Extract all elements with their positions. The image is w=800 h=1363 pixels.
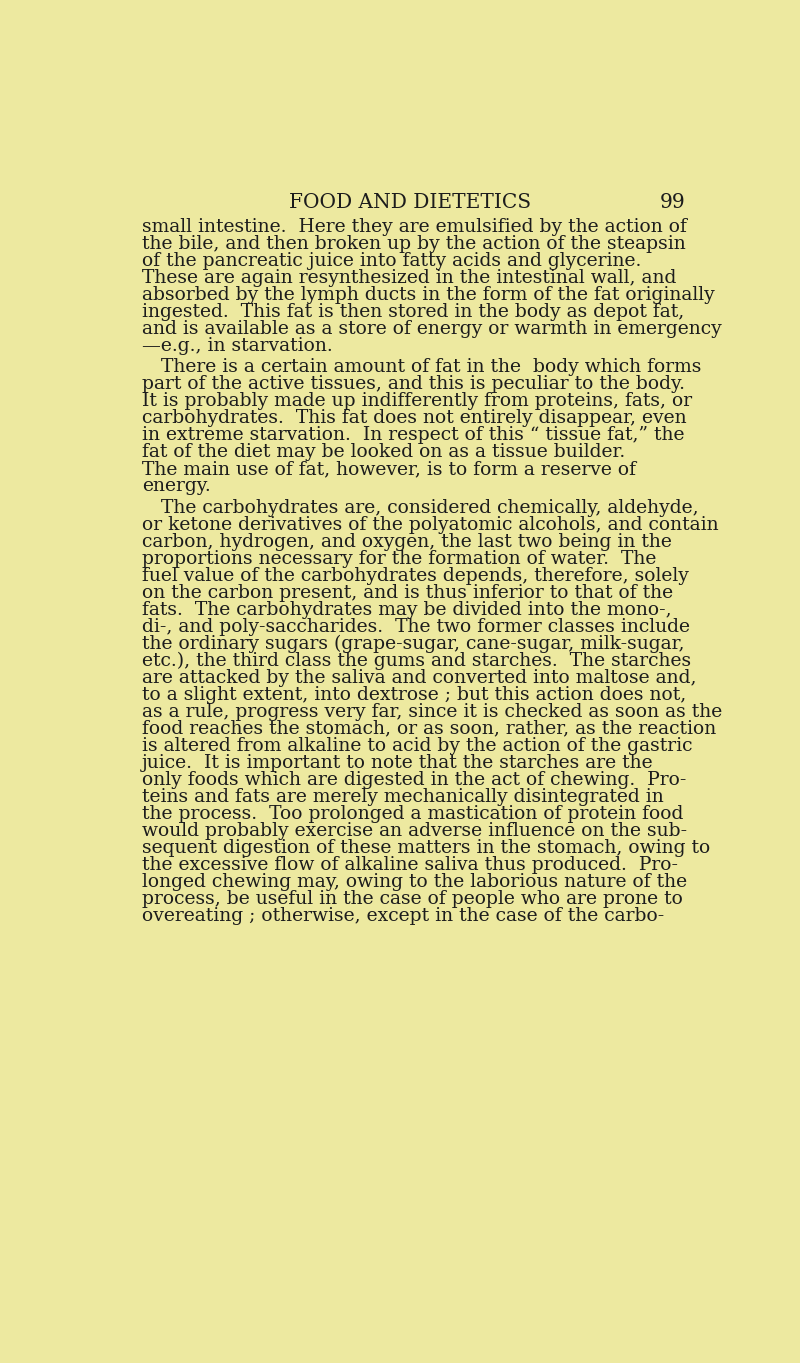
Text: proportions necessary for the formation of water.  The: proportions necessary for the formation … <box>142 549 657 567</box>
Text: The carbohydrates are, considered chemically, aldehyde,: The carbohydrates are, considered chemic… <box>161 499 698 517</box>
Text: on the carbon present, and is thus inferior to that of the: on the carbon present, and is thus infer… <box>142 583 674 601</box>
Text: process, be useful in the case of people who are prone to: process, be useful in the case of people… <box>142 890 683 908</box>
Text: ingested.  This fat is then stored in the body as depot fat,: ingested. This fat is then stored in the… <box>142 303 685 322</box>
Text: the bile, and then broken up by the action of the steapsin: the bile, and then broken up by the acti… <box>142 236 686 254</box>
Text: —e.g., in starvation.: —e.g., in starvation. <box>142 337 333 356</box>
Text: to a slight extent, into dextrose ; but this action does not,: to a slight extent, into dextrose ; but … <box>142 686 686 703</box>
Text: energy.: energy. <box>142 477 211 495</box>
Text: food reaches the stomach, or as soon, rather, as the reaction: food reaches the stomach, or as soon, ra… <box>142 720 717 737</box>
Text: 99: 99 <box>660 194 686 211</box>
Text: The main use of fat, however, is to form a reserve of: The main use of fat, however, is to form… <box>142 461 636 478</box>
Text: longed chewing may, owing to the laborious nature of the: longed chewing may, owing to the laborio… <box>142 872 687 890</box>
Text: sequent digestion of these matters in the stomach, owing to: sequent digestion of these matters in th… <box>142 838 710 856</box>
Text: of the pancreatic juice into fatty acids and glycerine.: of the pancreatic juice into fatty acids… <box>142 252 642 270</box>
Text: would probably exercise an adverse influence on the sub-: would probably exercise an adverse influ… <box>142 822 687 840</box>
Text: juice.  It is important to note that the starches are the: juice. It is important to note that the … <box>142 754 654 771</box>
Text: carbohydrates.  This fat does not entirely disappear, even: carbohydrates. This fat does not entirel… <box>142 409 686 428</box>
Text: fat of the diet may be looked on as a tissue builder.: fat of the diet may be looked on as a ti… <box>142 443 626 461</box>
Text: teins and fats are merely mechanically disintegrated in: teins and fats are merely mechanically d… <box>142 788 664 806</box>
Text: fats.  The carbohydrates may be divided into the mono-,: fats. The carbohydrates may be divided i… <box>142 601 672 619</box>
Text: and is available as a store of energy or warmth in emergency: and is available as a store of energy or… <box>142 320 722 338</box>
Text: fuel value of the carbohydrates depends, therefore, solely: fuel value of the carbohydrates depends,… <box>142 567 689 585</box>
Text: as a rule, progress very far, since it is checked as soon as the: as a rule, progress very far, since it i… <box>142 702 722 721</box>
Text: small intestine.  Here they are emulsified by the action of: small intestine. Here they are emulsifie… <box>142 218 687 236</box>
Text: in extreme starvation.  In respect of this “ tissue fat,” the: in extreme starvation. In respect of thi… <box>142 427 685 444</box>
Text: di-, and poly-saccharides.  The two former classes include: di-, and poly-saccharides. The two forme… <box>142 617 690 635</box>
Text: There is a certain amount of fat in the  body which forms: There is a certain amount of fat in the … <box>161 358 701 376</box>
Text: FOOD AND DIETETICS: FOOD AND DIETETICS <box>289 194 531 211</box>
Text: the process.  Too prolonged a mastication of protein food: the process. Too prolonged a mastication… <box>142 804 683 823</box>
Text: carbon, hydrogen, and oxygen, the last two being in the: carbon, hydrogen, and oxygen, the last t… <box>142 533 672 551</box>
Text: only foods which are digested in the act of chewing.  Pro-: only foods which are digested in the act… <box>142 770 686 789</box>
Text: the ordinary sugars (grape-sugar, cane-sugar, milk-sugar,: the ordinary sugars (grape-sugar, cane-s… <box>142 635 685 653</box>
Text: or ketone derivatives of the polyatomic alcohols, and contain: or ketone derivatives of the polyatomic … <box>142 515 718 533</box>
Text: are attacked by the saliva and converted into maltose and,: are attacked by the saliva and converted… <box>142 669 697 687</box>
Text: absorbed by the lymph ducts in the form of the fat originally: absorbed by the lymph ducts in the form … <box>142 286 715 304</box>
Text: part of the active tissues, and this is peculiar to the body.: part of the active tissues, and this is … <box>142 375 685 394</box>
Text: etc.), the third class the gums and starches.  The starches: etc.), the third class the gums and star… <box>142 652 691 669</box>
Text: These are again resynthesized in the intestinal wall, and: These are again resynthesized in the int… <box>142 269 677 288</box>
Text: the excessive flow of alkaline saliva thus produced.  Pro-: the excessive flow of alkaline saliva th… <box>142 856 678 874</box>
Text: overeating ; otherwise, except in the case of the carbo-: overeating ; otherwise, except in the ca… <box>142 906 665 924</box>
Text: is altered from alkaline to acid by the action of the gastric: is altered from alkaline to acid by the … <box>142 736 693 755</box>
Text: It is probably made up indifferently from proteins, fats, or: It is probably made up indifferently fro… <box>142 393 692 410</box>
